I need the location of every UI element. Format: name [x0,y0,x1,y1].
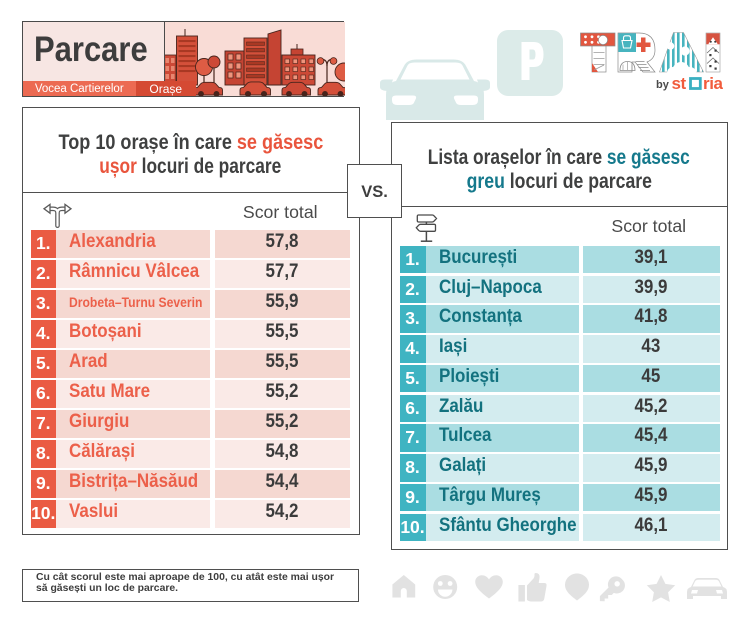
svg-text:st: st [672,74,687,91]
svg-text:ria: ria [703,74,723,91]
svg-text:by: by [656,79,670,91]
